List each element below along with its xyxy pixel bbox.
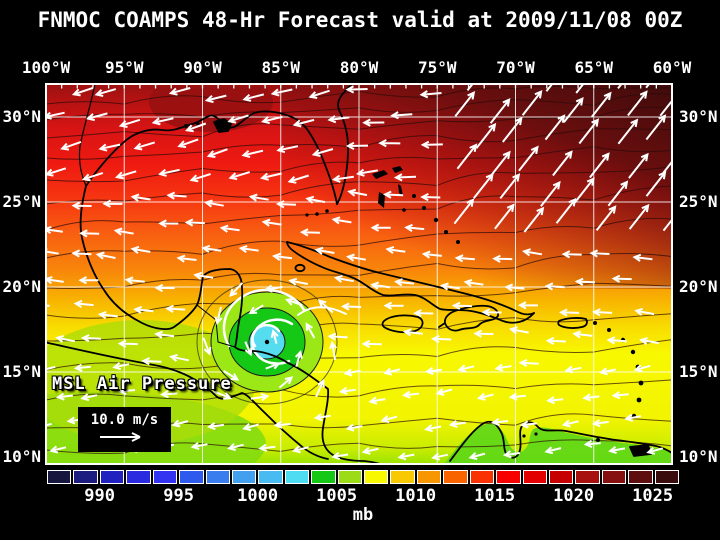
colorbar-tick-label: 1010 bbox=[395, 486, 437, 506]
trinidad bbox=[629, 444, 652, 457]
colorbar-tick-label: 1000 bbox=[237, 486, 279, 506]
colorbar-tick-label: 995 bbox=[163, 486, 194, 506]
colorbar-cell bbox=[522, 470, 548, 484]
forecast-map bbox=[45, 83, 673, 465]
wind-arrows bbox=[46, 84, 672, 461]
colorbar-cell bbox=[179, 470, 204, 484]
lon-label: 90°W bbox=[183, 58, 222, 77]
lat-label: 25°N bbox=[2, 192, 41, 211]
lat-label: 10°N bbox=[679, 447, 718, 466]
guatemala-borders bbox=[196, 304, 236, 348]
colorbar-cell bbox=[231, 470, 257, 484]
field-label: MSL Air Pressure bbox=[52, 374, 232, 394]
colorbar-cell bbox=[601, 470, 627, 484]
lat-label: 15°N bbox=[679, 362, 718, 381]
lon-label: 95°W bbox=[104, 58, 144, 77]
colorbar-tick-label: 1005 bbox=[316, 486, 358, 506]
rio-grande-border bbox=[78, 84, 96, 187]
colorbar-cell bbox=[205, 470, 230, 484]
colorbar-tick-labels: 990 995 1000 1005 1010 1015 1020 1025 bbox=[47, 486, 679, 506]
colorbar-cell bbox=[390, 470, 415, 484]
wind-reference-arrow bbox=[100, 432, 141, 442]
colorbar-tick-label: 1025 bbox=[632, 486, 674, 506]
lat-label: 20°N bbox=[2, 277, 41, 296]
colorbar-cell bbox=[364, 470, 389, 484]
colorbar-cell bbox=[416, 470, 442, 484]
coastlines bbox=[46, 84, 672, 464]
colorbar-tick-label: 1015 bbox=[474, 486, 516, 506]
puerto-rico bbox=[557, 317, 588, 329]
colorbar-cell bbox=[654, 470, 680, 484]
pressure-colorbar bbox=[47, 470, 680, 484]
pacific-coast bbox=[46, 341, 329, 460]
colorbar-cell bbox=[311, 470, 336, 484]
colorbar-cell bbox=[496, 470, 521, 484]
colorbar-cell bbox=[337, 470, 363, 484]
wind-reference-speed: 10.0 m/s bbox=[90, 412, 159, 428]
colorbar-cell bbox=[628, 470, 653, 484]
colorbar-cell bbox=[152, 470, 178, 484]
lat-label: 25°N bbox=[679, 192, 718, 211]
mississippi-delta bbox=[213, 118, 232, 133]
colorbar-cell bbox=[99, 470, 125, 484]
lon-label: 100°W bbox=[21, 58, 71, 77]
colorbar-cell bbox=[73, 470, 98, 484]
lon-label: 80°W bbox=[339, 58, 379, 77]
lon-label: 75°W bbox=[417, 58, 457, 77]
florida-east-coast bbox=[336, 84, 353, 205]
jamaica bbox=[381, 314, 424, 334]
colorbar-cell bbox=[549, 470, 574, 484]
colorbar-cell bbox=[258, 470, 283, 484]
colorbar-cell bbox=[284, 470, 310, 484]
degree-ticks bbox=[60, 84, 657, 89]
colorbar-cell bbox=[469, 470, 495, 484]
wind-reference-box: 10.0 m/s bbox=[78, 407, 171, 452]
lon-label: 65°W bbox=[574, 58, 614, 77]
mexico-central-america-coast bbox=[79, 185, 384, 464]
page-title: FNMOC COAMPS 48-Hr Forecast valid at 200… bbox=[37, 8, 683, 32]
colorbar-cell bbox=[575, 470, 600, 484]
lon-label: 85°W bbox=[261, 58, 301, 77]
small-islands bbox=[184, 122, 644, 442]
hispaniola bbox=[438, 304, 500, 332]
colorbar-cell bbox=[443, 470, 468, 484]
lat-label: 30°N bbox=[2, 107, 41, 126]
lat-label: 10°N bbox=[2, 447, 41, 466]
lat-label: 20°N bbox=[679, 277, 718, 296]
colorbar-cell bbox=[47, 470, 72, 484]
lon-label: 60°W bbox=[652, 58, 692, 77]
isle-of-youth bbox=[294, 263, 306, 273]
cuba-north-coast bbox=[286, 241, 535, 316]
lon-label: 70°W bbox=[496, 58, 535, 77]
colorbar-cell bbox=[126, 470, 151, 484]
cyclone-center-dot bbox=[264, 339, 270, 345]
lat-label: 30°N bbox=[679, 107, 718, 126]
colorbar-unit: mb bbox=[352, 505, 374, 525]
lat-label: 15°N bbox=[2, 362, 41, 381]
colorbar-tick-label: 990 bbox=[84, 486, 115, 506]
colorbar-tick-label: 1020 bbox=[553, 486, 595, 506]
